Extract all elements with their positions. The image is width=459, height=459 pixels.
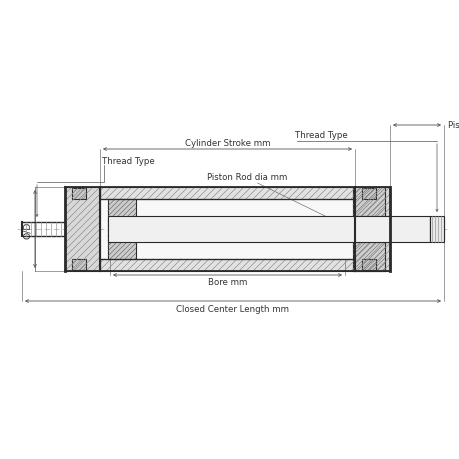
- Polygon shape: [429, 218, 443, 241]
- Polygon shape: [361, 259, 375, 270]
- Polygon shape: [100, 188, 354, 200]
- Polygon shape: [108, 200, 136, 259]
- Polygon shape: [72, 189, 86, 200]
- Text: Cylinder Stroke mm: Cylinder Stroke mm: [185, 139, 270, 148]
- Polygon shape: [429, 217, 443, 242]
- Text: Thread Type: Thread Type: [294, 131, 347, 140]
- Text: Piston Rod dia mm: Piston Rod dia mm: [207, 173, 287, 182]
- Polygon shape: [108, 217, 429, 242]
- Polygon shape: [352, 188, 384, 217]
- Polygon shape: [354, 188, 389, 271]
- Text: Thread Type: Thread Type: [102, 157, 154, 166]
- Polygon shape: [361, 189, 375, 200]
- Polygon shape: [100, 259, 354, 271]
- Polygon shape: [72, 259, 86, 270]
- Text: Piston Rod Exposed Length mm: Piston Rod Exposed Length mm: [447, 121, 459, 130]
- Text: Bore mm: Bore mm: [207, 277, 246, 286]
- Polygon shape: [65, 188, 100, 271]
- Polygon shape: [100, 200, 354, 259]
- Text: Closed Center Length mm: Closed Center Length mm: [176, 304, 289, 313]
- Polygon shape: [352, 242, 384, 271]
- Text: O/D: O/D: [23, 221, 32, 238]
